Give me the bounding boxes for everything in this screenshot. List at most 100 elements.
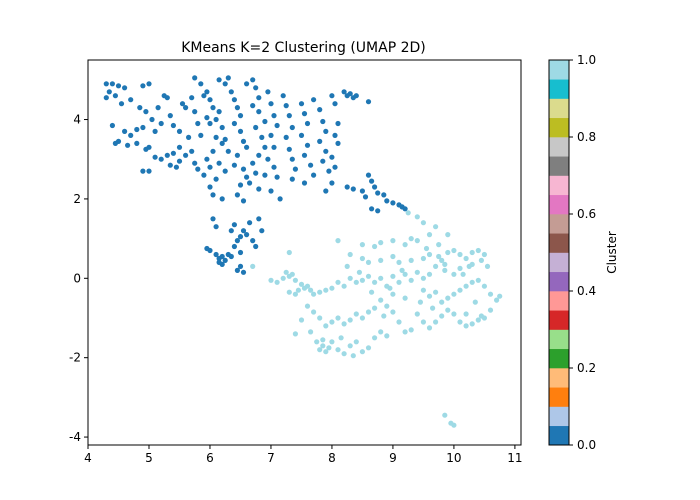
data-point-cluster-0 bbox=[219, 253, 225, 260]
data-point-cluster-0 bbox=[189, 95, 195, 101]
data-point-cluster-0 bbox=[335, 120, 341, 127]
data-point-cluster-1 bbox=[420, 319, 426, 325]
y-tick-label: -2 bbox=[69, 351, 81, 365]
data-point-cluster-0 bbox=[402, 206, 408, 212]
data-point-cluster-0 bbox=[128, 132, 134, 138]
data-point-cluster-0 bbox=[308, 162, 314, 168]
data-point-cluster-0 bbox=[244, 144, 250, 150]
data-point-cluster-0 bbox=[265, 156, 271, 162]
data-point-cluster-0 bbox=[152, 128, 158, 134]
data-point-cluster-0 bbox=[140, 168, 146, 174]
y-axis: -4 -2 0 2 4 bbox=[69, 113, 88, 444]
data-point-cluster-0 bbox=[262, 118, 268, 125]
data-point-cluster-1 bbox=[347, 275, 353, 281]
data-point-cluster-1 bbox=[475, 277, 481, 283]
data-point-cluster-0 bbox=[201, 172, 207, 178]
data-point-cluster-0 bbox=[234, 105, 240, 111]
colorbar-segment bbox=[549, 252, 569, 273]
colorbar-tick-label: 0.0 bbox=[577, 438, 596, 452]
data-point-cluster-1 bbox=[329, 285, 335, 291]
data-point-cluster-0 bbox=[204, 115, 210, 121]
colorbar-segment bbox=[549, 137, 569, 157]
data-point-cluster-0 bbox=[365, 99, 372, 105]
data-point-cluster-1 bbox=[359, 242, 365, 248]
data-point-cluster-0 bbox=[289, 156, 295, 162]
data-point-cluster-0 bbox=[122, 85, 128, 91]
data-point-cluster-0 bbox=[350, 186, 356, 192]
data-point-cluster-0 bbox=[176, 128, 183, 134]
data-point-cluster-0 bbox=[118, 101, 125, 107]
data-point-cluster-0 bbox=[256, 95, 262, 101]
data-point-cluster-1 bbox=[341, 351, 347, 357]
data-point-cluster-1 bbox=[280, 275, 286, 281]
data-point-cluster-1 bbox=[298, 281, 305, 287]
data-point-cluster-1 bbox=[378, 240, 384, 246]
data-point-cluster-0 bbox=[301, 111, 308, 117]
data-point-cluster-1 bbox=[341, 283, 347, 289]
data-point-cluster-0 bbox=[164, 152, 170, 158]
data-point-cluster-1 bbox=[408, 327, 414, 333]
data-point-cluster-0 bbox=[143, 109, 149, 115]
data-point-cluster-1 bbox=[457, 265, 463, 271]
data-point-cluster-0 bbox=[259, 228, 265, 234]
x-tick-label: 5 bbox=[145, 451, 153, 465]
data-point-cluster-1 bbox=[408, 257, 414, 263]
data-point-cluster-0 bbox=[146, 81, 152, 87]
data-point-cluster-0 bbox=[237, 182, 244, 188]
data-point-cluster-0 bbox=[176, 144, 183, 150]
data-point-cluster-1 bbox=[372, 305, 378, 311]
data-point-cluster-1 bbox=[268, 277, 274, 283]
data-point-cluster-0 bbox=[317, 138, 323, 144]
data-point-cluster-1 bbox=[487, 291, 494, 297]
data-point-cluster-1 bbox=[390, 253, 396, 260]
data-point-cluster-1 bbox=[494, 297, 500, 303]
data-point-cluster-1 bbox=[463, 283, 469, 289]
data-point-cluster-1 bbox=[365, 259, 372, 265]
data-point-cluster-1 bbox=[414, 311, 420, 317]
data-point-cluster-0 bbox=[381, 192, 387, 198]
data-point-cluster-1 bbox=[365, 309, 372, 315]
data-point-cluster-0 bbox=[240, 138, 247, 144]
colorbar-segment bbox=[549, 368, 569, 388]
data-point-cluster-1 bbox=[329, 319, 335, 325]
data-point-cluster-0 bbox=[195, 120, 201, 127]
data-point-cluster-1 bbox=[478, 313, 484, 319]
data-point-cluster-1 bbox=[347, 317, 353, 323]
data-point-cluster-0 bbox=[216, 109, 222, 115]
data-point-cluster-1 bbox=[469, 321, 475, 327]
data-point-cluster-1 bbox=[372, 335, 378, 341]
data-point-cluster-0 bbox=[274, 122, 280, 129]
colorbar-segment bbox=[549, 310, 569, 330]
colorbar-segment bbox=[549, 291, 569, 311]
data-point-cluster-0 bbox=[122, 128, 128, 134]
data-point-cluster-0 bbox=[259, 134, 265, 140]
data-point-cluster-0 bbox=[268, 101, 274, 107]
data-point-cluster-0 bbox=[234, 267, 240, 273]
data-point-cluster-0 bbox=[106, 89, 112, 95]
data-point-cluster-1 bbox=[289, 271, 295, 277]
data-point-cluster-1 bbox=[426, 293, 433, 299]
data-point-cluster-1 bbox=[469, 279, 475, 285]
data-point-cluster-1 bbox=[283, 269, 289, 275]
data-point-cluster-0 bbox=[198, 132, 204, 138]
data-point-cluster-0 bbox=[365, 172, 372, 178]
data-point-cluster-1 bbox=[469, 249, 475, 256]
data-point-cluster-0 bbox=[384, 198, 390, 204]
data-point-cluster-1 bbox=[396, 319, 402, 325]
data-point-cluster-1 bbox=[359, 255, 365, 262]
data-point-cluster-0 bbox=[341, 89, 347, 95]
data-point-cluster-0 bbox=[271, 164, 277, 170]
data-point-cluster-0 bbox=[210, 192, 216, 198]
data-point-cluster-0 bbox=[234, 152, 240, 158]
colorbar-segment bbox=[549, 175, 569, 196]
data-point-cluster-1 bbox=[396, 279, 402, 285]
data-point-cluster-0 bbox=[256, 216, 262, 222]
data-point-cluster-1 bbox=[433, 224, 439, 230]
colorbar-segment bbox=[549, 425, 569, 446]
data-point-cluster-1 bbox=[481, 283, 487, 289]
data-point-cluster-1 bbox=[387, 285, 393, 291]
data-point-cluster-1 bbox=[317, 289, 323, 295]
data-point-cluster-0 bbox=[237, 113, 244, 119]
data-point-cluster-1 bbox=[347, 251, 353, 258]
colorbar-segment bbox=[549, 406, 569, 427]
